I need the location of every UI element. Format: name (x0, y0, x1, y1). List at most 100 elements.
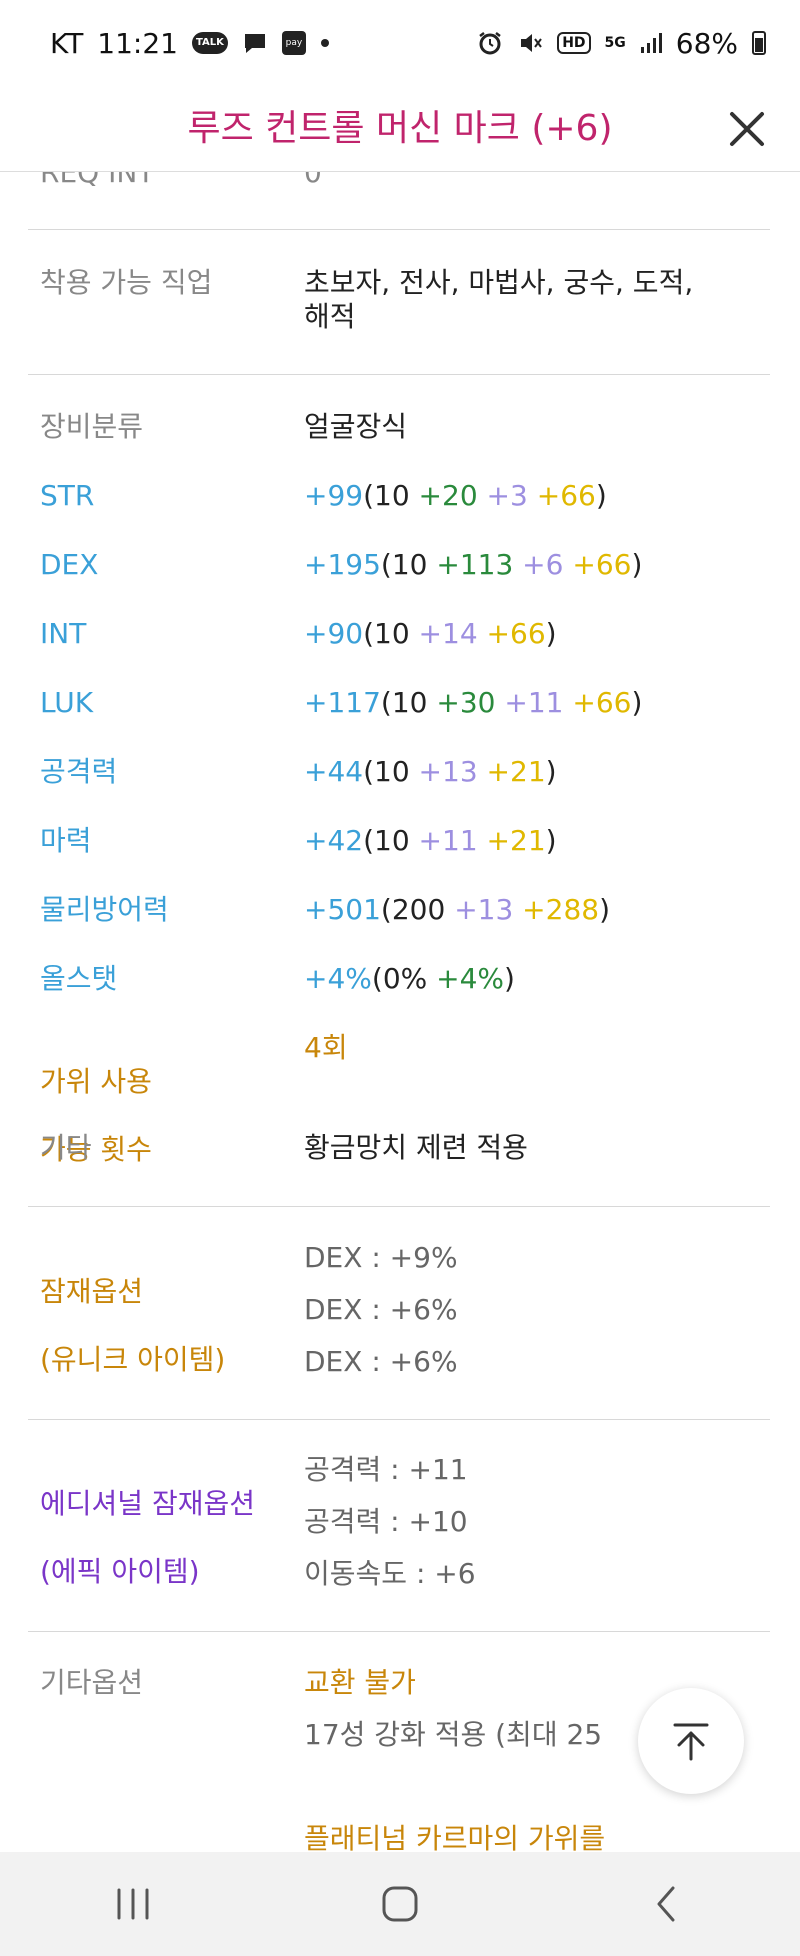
req-int-label: REQ INT (40, 172, 155, 189)
attack-base: (10 (363, 755, 419, 788)
req-int-value: 0 (304, 172, 322, 189)
luk-close: ) (631, 686, 643, 719)
luk-total: +117 (304, 686, 381, 719)
dex-total: +195 (304, 548, 381, 581)
str-close: ) (595, 479, 607, 512)
allstat-total: +4% (304, 962, 372, 995)
system-nav-bar (0, 1852, 800, 1956)
divider (28, 374, 770, 375)
dex-add1: +113 (436, 548, 514, 581)
luk-label: LUK (40, 686, 94, 719)
divider (28, 1206, 770, 1207)
carrier-label: KT (50, 26, 84, 60)
recent-apps-button[interactable] (73, 1864, 193, 1944)
int-label: INT (40, 617, 87, 650)
hd-voice-icon: HD (557, 32, 591, 54)
home-icon (382, 1886, 418, 1922)
5g-icon: 5G (604, 35, 626, 51)
jobs-value: 초보자, 전사, 마법사, 궁수, 도적, 해적 (304, 266, 693, 334)
other-options-values: 교환 불가 17성 강화 적용 (최대 25 플래티넘 카르마의 가위를 (304, 1657, 605, 1852)
potential-line: DEX : +6% (304, 1293, 458, 1326)
close-button[interactable] (722, 104, 772, 154)
potential-line: DEX : +6% (304, 1345, 458, 1378)
kakaotalk-icon: TALK (192, 32, 228, 54)
magic-add3: +21 (477, 824, 546, 857)
potential-values: DEX : +9% DEX : +6% DEX : +6% (304, 1232, 458, 1388)
additional-line: 공격력 : +11 (304, 1453, 468, 1486)
defense-add2: +13 (454, 893, 514, 926)
other-options-label: 기타옵션 (40, 1666, 144, 1699)
magic-add2: +11 (418, 824, 478, 857)
battery-percent: 68% (675, 26, 738, 60)
clock: 11:21 (97, 26, 178, 60)
divider (28, 1419, 770, 1420)
magic-value: +42(10 +11 +21) (304, 824, 557, 858)
signal-icon (640, 32, 662, 54)
other-options-line3: 플래티넘 카르마의 가위를 (304, 1822, 606, 1852)
status-left: KT 11:21 TALK pay (50, 27, 330, 60)
back-button[interactable] (607, 1864, 727, 1944)
luk-value: +117(10 +30 +11 +66) (304, 686, 642, 720)
int-add2: +14 (418, 617, 478, 650)
defense-total: +501 (304, 893, 381, 926)
dex-add3: +66 (563, 548, 632, 581)
str-total: +99 (304, 479, 364, 512)
str-value: +99(10 +20 +3 +66) (304, 479, 607, 513)
alarm-icon (477, 30, 503, 56)
home-button[interactable] (340, 1864, 460, 1944)
close-icon (730, 112, 764, 146)
additional-line: 이동속도 : +6 (304, 1557, 476, 1590)
arrow-up-icon (673, 1723, 709, 1761)
str-add3: +66 (527, 479, 596, 512)
attack-value: +44(10 +13 +21) (304, 755, 557, 789)
additional-values: 공격력 : +11 공격력 : +10 이동속도 : +6 (304, 1444, 476, 1600)
attack-total: +44 (304, 755, 364, 788)
allstat-add1: +4% (436, 962, 505, 995)
scissors-label-line2: 가능 횟수 (40, 1133, 152, 1166)
divider (28, 229, 770, 230)
allstat-label: 올스탯 (40, 962, 118, 995)
modal-header: 루즈 컨트롤 머신 마크 (+6) (0, 86, 800, 172)
etc-label: 기타 (40, 1131, 92, 1164)
pay-icon: pay (281, 31, 306, 55)
allstat-base: (0% (371, 962, 437, 995)
magic-total: +42 (304, 824, 364, 857)
int-total: +90 (304, 617, 364, 650)
scroll-top-button[interactable] (638, 1688, 744, 1794)
back-icon (657, 1886, 675, 1922)
str-base: (10 (363, 479, 419, 512)
int-base: (10 (363, 617, 419, 650)
potential-label-line1: 잠재옵션 (40, 1275, 144, 1308)
other-options-line1: 교환 불가 (304, 1666, 416, 1699)
attack-close: ) (545, 755, 557, 788)
item-title: 루즈 컨트롤 머신 마크 (+6) (187, 108, 613, 149)
allstat-close: ) (504, 962, 515, 995)
dex-add2: +6 (513, 548, 564, 581)
attack-label: 공격력 (40, 755, 118, 788)
magic-close: ) (545, 824, 557, 857)
mute-icon (517, 30, 543, 56)
potential-line: DEX : +9% (304, 1241, 458, 1274)
defense-close: ) (599, 893, 611, 926)
dex-label: DEX (40, 548, 99, 581)
divider (28, 1631, 770, 1632)
magic-base: (10 (363, 824, 419, 857)
str-add2: +3 (477, 479, 528, 512)
notification-dot-icon (320, 38, 330, 48)
additional-label: 에디셔널 잠재옵션 (에픽 아이템) (40, 1453, 255, 1589)
scissors-label-line1: 가위 사용 (40, 1065, 152, 1098)
row-req-int: REQ INT 0 (0, 172, 800, 196)
other-options-line2: 17성 강화 적용 (최대 25 (304, 1718, 603, 1751)
int-close: ) (545, 617, 557, 650)
attack-add2: +13 (418, 755, 478, 788)
jobs-value-line1: 초보자, 전사, 마법사, 궁수, 도적, (304, 266, 694, 299)
scissors-label: 가위 사용 가능 횟수 (40, 1031, 152, 1167)
additional-label-line2: (에픽 아이템) (40, 1555, 200, 1588)
defense-value: +501(200 +13 +288) (304, 893, 610, 927)
recent-apps-icon (117, 1888, 149, 1920)
status-bar: KT 11:21 TALK pay HD 5G 68% (0, 0, 800, 86)
magic-label: 마력 (40, 824, 92, 857)
int-value: +90(10 +14 +66) (304, 617, 557, 651)
dex-close: ) (631, 548, 643, 581)
luk-add2: +11 (495, 686, 564, 719)
